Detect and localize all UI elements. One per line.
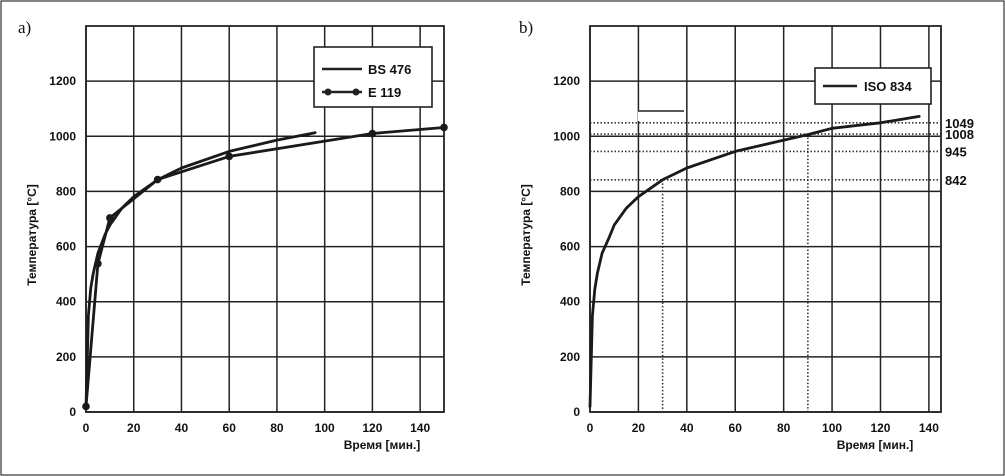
legend-marker-e119-left [324,88,332,96]
reference-label-1008: 1008 [945,127,974,142]
series-point-e119 [94,259,102,268]
chart-a-ytick-label: 400 [56,295,76,309]
chart-a-ytick-label: 1200 [49,74,76,88]
chart-b-ytick-label: 400 [560,295,580,309]
chart-b-xtick-label: 140 [919,421,939,435]
chart-b-ytick-label: 200 [560,350,580,364]
chart-b-ylabel: Температура [°C] [519,184,533,286]
series-point-e119 [82,402,90,411]
reference-label-945: 945 [945,144,967,159]
legend-label-bs476: BS 476 [368,62,411,77]
chart-b-ticks: 0 20 40 60 80 100 120 140 0 200 400 600 800 1000 1200 [553,74,939,435]
series-line-iso834 [588,115,921,408]
series-line-bs476 [84,131,317,408]
chart-a-legend: BS 476 E 119 [313,46,433,108]
chart-b-ytick-label: 600 [560,240,580,254]
chart-b-xtick-label: 100 [822,421,842,435]
series-point-e119 [225,152,233,161]
chart-b-plot-frame [589,25,942,413]
chart-a-plot-frame [85,25,445,413]
chart-b: b) 0 20 40 60 80 100 120 140 0 200 400 600 800 1000 12… [519,18,974,452]
chart-b-xtick-label: 20 [632,421,646,435]
chart-b-ytick-label: 0 [573,405,580,419]
chart-a-ytick-label: 1000 [49,129,76,143]
chart-a-xtick-label: 120 [362,421,382,435]
legend-marker-e119-right [352,88,360,96]
chart-b-xtick-label: 40 [680,421,694,435]
chart-b-ytick-label: 1200 [553,74,580,88]
reference-label-842: 842 [945,173,967,188]
chart-b-xlabel: Время [мин.] [837,438,914,452]
chart-b-series [588,115,921,408]
chart-a-xtick-label: 20 [127,421,141,435]
chart-a-xtick-label: 100 [315,421,335,435]
chart-b-ytick-label: 1000 [553,129,580,143]
chart-a-xtick-label: 140 [410,421,430,435]
legend-label-e119: E 119 [368,85,401,100]
chart-a-xtick-label: 0 [83,421,90,435]
chart-a-ytick-label: 200 [56,350,76,364]
chart-b-xtick-label: 0 [587,421,594,435]
chart-a-xtick-label: 40 [175,421,189,435]
chart-a-legend-box [313,46,433,108]
panel-a-label: a) [18,18,31,37]
chart-a-ylabel: Температура [°C] [25,184,39,286]
chart-a-ytick-label: 600 [56,240,76,254]
chart-a-ticks: 0 20 40 60 80 100 120 140 0 200 400 600 800 1000 1200 [49,74,430,435]
chart-a-series [82,123,448,411]
chart-b-ytick-label: 800 [560,184,580,198]
chart-b-xtick-label: 60 [729,421,743,435]
series-point-e119 [440,123,448,132]
chart-b-legend: ISO 834 [814,67,932,105]
chart-a-xtick-label: 80 [270,421,284,435]
chart-b-xtick-label: 120 [870,421,890,435]
legend-label-iso834: ISO 834 [864,79,912,94]
chart-a-ytick-label: 800 [56,184,76,198]
chart-a-xlabel: Время [мин.] [344,438,421,452]
panel-b-label: b) [519,18,533,37]
chart-a-ytick-label: 0 [69,405,76,419]
chart-a-xtick-label: 60 [223,421,237,435]
series-point-e119 [106,214,114,222]
reference-label-1049: 1049 [945,116,974,131]
chart-b-xtick-label: 80 [777,421,791,435]
chart-b-legend-stub [638,111,684,121]
series-point-e119 [153,175,162,184]
series-point-e119 [368,129,377,138]
chart-a: a) 0 20 40 60 80 100 120 140 0 200 400 600 800 1000 12… [18,18,448,452]
